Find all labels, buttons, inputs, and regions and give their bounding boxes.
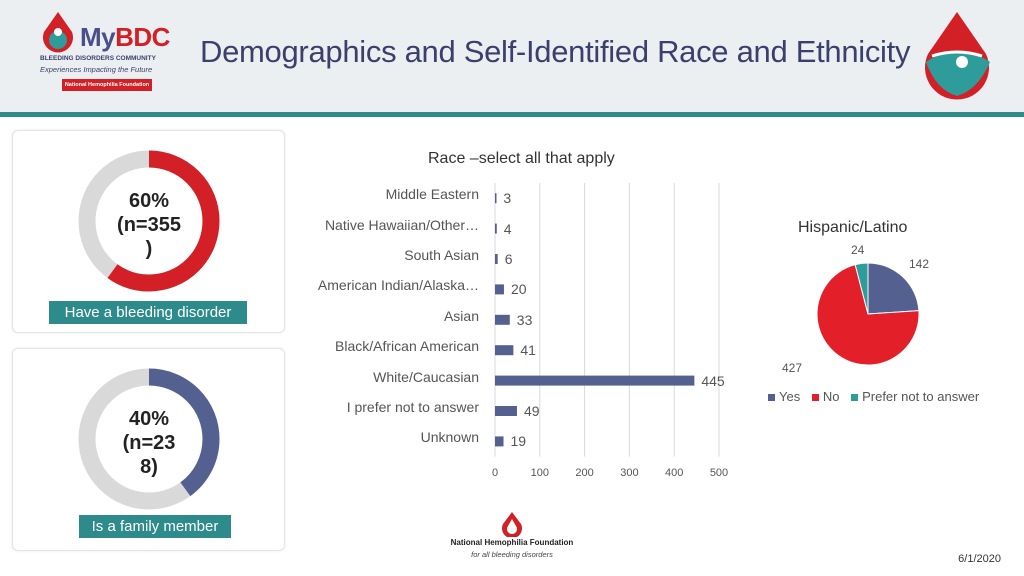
bar [495,375,695,386]
hispanic-chart-title: Hispanic/Latino [798,219,908,236]
slide-date: 6/1/2020 [958,553,1001,565]
brand-my: My [80,22,116,52]
category-label: White/Caucasian [373,368,479,385]
donut-count-cont: ) [145,238,153,260]
category-label: Native Hawaiian/Other… [324,216,479,233]
category-label: I prefer not to answer [346,399,479,415]
legend-yes: Yes [779,389,801,404]
legend-swatch-prefer [851,393,859,401]
value-label: 49 [523,403,540,419]
brand-tagline: Experiences Impacting the Future [40,65,153,74]
nhf-logo: National Hemophilia Foundation for all b… [446,511,578,563]
legend-prefer: Prefer not to answer [862,389,980,404]
value-label: 33 [516,311,533,328]
category-label: Asian [443,307,479,324]
value-label: 41 [520,342,536,359]
donut-percent: 60% [128,190,170,212]
donut-arc [78,150,220,292]
x-tick-label: 0 [491,466,499,479]
bar [495,345,514,356]
nhf-name: National Hemophilia Foundation [450,538,574,547]
x-tick-label: 100 [530,466,549,479]
donut-center-text: 60% (n=355 ) [97,189,201,261]
legend-no: No [822,389,840,404]
x-tick-label: 500 [709,466,729,479]
bleeding-disorder-donut [78,150,220,292]
bar [495,436,504,447]
category-label: Middle Eastern [385,186,479,203]
pie-label-yes: 142 [909,257,930,271]
value-label: 20 [510,281,527,298]
value-label: 19 [510,433,527,450]
drop-logo-icon [925,12,990,100]
x-tick-label: 400 [665,466,684,479]
brand-nhf-tag: National Hemophilia Foundation [62,79,152,91]
legend-swatch-no [811,393,819,401]
race-chart-title: Race –select all that apply [428,150,615,167]
family-member-card: 40% (n=23 8) Is a family member [12,348,285,551]
mybdc-logo: MyBDC BLEEDING DISORDERS COMMUNITY Exper… [36,8,181,96]
donut-count: (n=23 [122,432,176,454]
bar [495,254,498,264]
pie-slice-yes [867,262,920,315]
donut-count: (n=355 [117,214,181,236]
race-bar-chart [494,183,720,457]
donut-caption: Is a family member [79,515,231,538]
category-label: Black/African American [335,338,479,355]
header-band [0,0,1024,112]
pie-legend: Yes No Prefer not to answer [760,389,979,404]
donut-percent: 40% [128,408,170,430]
nhf-drop-icon [502,512,522,537]
x-tick-label: 200 [575,466,594,479]
legend-swatch-yes [768,393,775,401]
pie-slice-prefer [854,262,869,315]
bar [495,406,517,416]
hispanic-pie-chart [816,262,920,366]
mybdc-drop-icon [43,12,73,53]
bar [495,314,510,325]
value-label: 3 [503,190,512,207]
donut-center-text: 40% (n=23 8) [97,407,201,479]
category-label: South Asian [404,247,479,263]
value-label: 445 [701,372,725,389]
nhf-tagline: for all bleeding disorders [471,550,553,559]
bar [495,193,497,204]
pie-label-prefer: 24 [851,243,865,257]
category-label: American Indian/Alaska… [317,277,479,294]
page-title: Demographics and Self-Identified Race an… [200,34,911,69]
donut-caption: Have a bleeding disorder [49,301,247,324]
pie-label-no: 427 [782,361,803,375]
bar [495,284,504,295]
donut-count-cont: 8) [140,456,158,478]
bar [495,223,497,234]
category-label: Unknown [420,429,479,446]
value-label: 4 [503,220,512,237]
x-tick-label: 300 [620,466,639,479]
brand-subtitle: BLEEDING DISORDERS COMMUNITY [40,55,156,62]
pie-slice-no [816,264,920,366]
brand-bdc: BDC [115,22,170,52]
bleeding-disorder-card: 60% (n=355 ) Have a bleeding disorder [12,130,285,333]
family-member-donut [78,368,220,510]
donut-arc [78,368,220,510]
header-divider [0,112,1024,117]
value-label: 6 [504,251,513,267]
brand-name: MyBDC [80,22,170,53]
